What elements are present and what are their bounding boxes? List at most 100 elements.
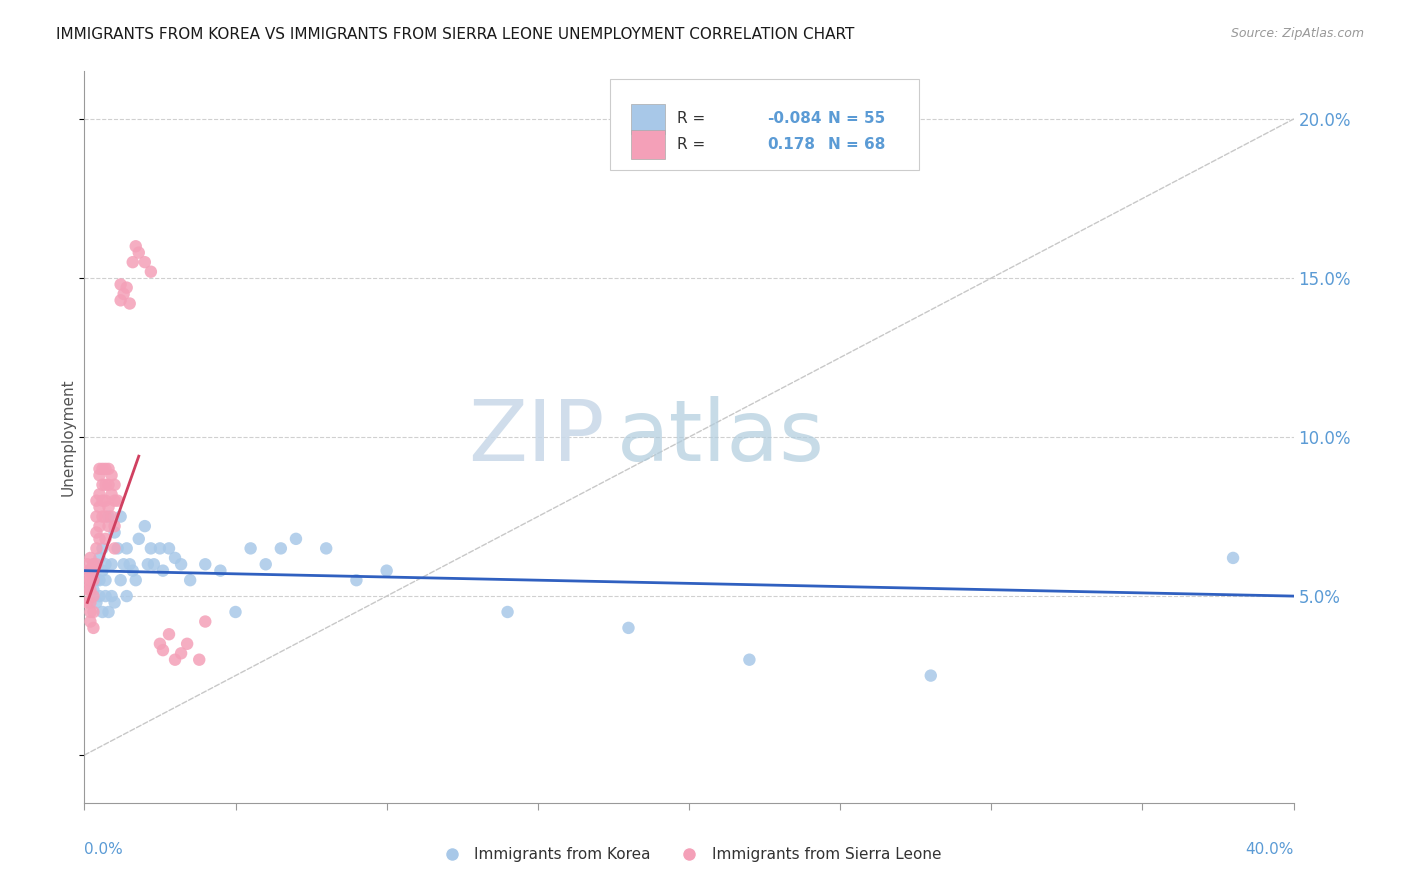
Point (118, 558, 141, 572)
Point (94, 532, 117, 546)
Point (89, 500, 111, 514)
Point (315, 541, 337, 556)
Point (86, 558, 108, 572)
Point (209, 564, 232, 578)
Point (920, 668, 942, 682)
Point (104, 595, 127, 609)
Point (139, 265, 162, 279)
Point (115, 589, 138, 603)
Point (82, 558, 104, 572)
Point (79, 605, 101, 619)
Point (239, 541, 262, 556)
Point (82, 621, 104, 635)
Point (118, 296, 141, 310)
Point (149, 541, 172, 556)
Point (82, 589, 104, 603)
Point (107, 493, 129, 508)
Point (165, 550, 187, 565)
Point (100, 468, 122, 483)
Point (170, 646, 193, 660)
Point (97, 477, 120, 491)
Text: N = 55: N = 55 (828, 112, 886, 127)
Point (121, 564, 143, 578)
Point (91, 509, 114, 524)
Point (94, 493, 117, 508)
Point (91, 541, 114, 556)
Point (86, 509, 108, 524)
Point (86, 595, 108, 609)
Point (79, 573, 101, 587)
Point (176, 637, 198, 651)
Point (94, 589, 117, 603)
Point (100, 558, 122, 572)
Point (375, 564, 398, 578)
Point (86, 493, 108, 508)
Text: 0.178: 0.178 (768, 137, 815, 152)
Point (617, 621, 640, 635)
Point (128, 532, 150, 546)
Point (134, 519, 156, 533)
Point (97, 500, 120, 514)
Point (134, 255, 156, 269)
Text: IMMIGRANTS FROM KOREA VS IMMIGRANTS FROM SIERRA LEONE UNEMPLOYMENT CORRELATION C: IMMIGRANTS FROM KOREA VS IMMIGRANTS FROM… (56, 27, 855, 42)
Point (82, 573, 104, 587)
Point (128, 245, 150, 260)
Point (104, 493, 127, 508)
Point (738, 653, 761, 667)
Point (89, 487, 111, 501)
FancyBboxPatch shape (610, 78, 918, 170)
Point (97, 519, 120, 533)
Y-axis label: Unemployment: Unemployment (60, 378, 76, 496)
Point (121, 255, 143, 269)
Point (170, 558, 193, 572)
Point (91, 462, 114, 476)
Point (89, 462, 111, 476)
Point (115, 541, 138, 556)
Point (94, 509, 117, 524)
Point (94, 477, 117, 491)
Point (76, 558, 98, 572)
Point (110, 573, 132, 587)
Point (112, 287, 135, 301)
Text: 40.0%: 40.0% (1246, 842, 1294, 856)
Point (165, 653, 187, 667)
Text: -0.084: -0.084 (768, 112, 823, 127)
Point (79, 564, 101, 578)
Text: ZIP: ZIP (468, 395, 605, 479)
Point (1222, 550, 1244, 565)
Text: R =: R = (676, 137, 704, 152)
Point (76, 573, 98, 587)
Point (107, 541, 129, 556)
Point (79, 595, 101, 609)
Point (94, 558, 117, 572)
Point (79, 582, 101, 597)
Point (110, 277, 132, 292)
Point (115, 280, 138, 294)
Point (91, 564, 114, 578)
Point (79, 550, 101, 565)
Point (152, 564, 174, 578)
Point (89, 589, 111, 603)
Point (194, 558, 217, 572)
Point (89, 550, 111, 565)
Point (97, 605, 120, 619)
Point (112, 558, 135, 572)
Legend: Immigrants from Korea, Immigrants from Sierra Leone: Immigrants from Korea, Immigrants from S… (430, 841, 948, 868)
Point (82, 582, 104, 597)
Point (100, 589, 122, 603)
Text: 0.0%: 0.0% (84, 842, 124, 856)
Point (496, 605, 519, 619)
Point (136, 558, 159, 572)
Point (104, 525, 127, 540)
Point (100, 509, 122, 524)
Point (89, 519, 111, 533)
Point (86, 573, 108, 587)
Point (91, 493, 114, 508)
Point (100, 487, 122, 501)
Point (76, 595, 98, 609)
Point (179, 573, 201, 587)
Point (110, 293, 132, 308)
Point (89, 468, 111, 483)
Point (104, 519, 127, 533)
FancyBboxPatch shape (631, 130, 665, 159)
